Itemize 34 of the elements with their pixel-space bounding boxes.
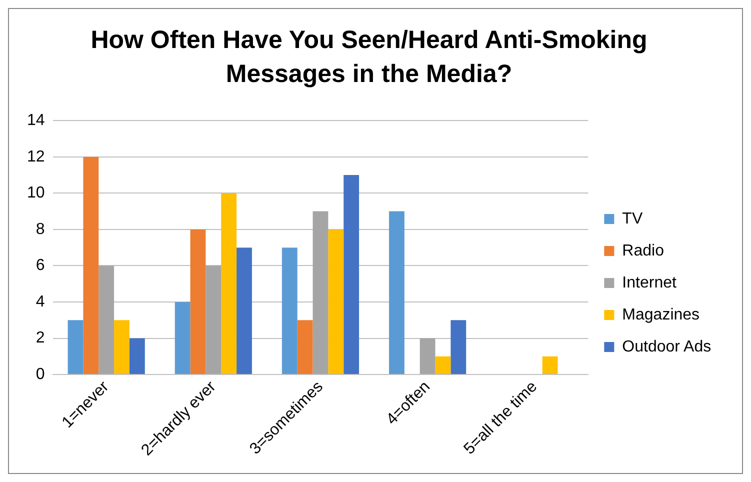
y-tick-label: 4 [36, 293, 45, 310]
legend-label: Magazines [622, 306, 700, 324]
bar [221, 193, 237, 374]
bar [206, 266, 222, 374]
bar [236, 248, 252, 374]
bar [297, 320, 313, 374]
y-tick-label: 2 [36, 330, 45, 347]
y-tick-label: 14 [27, 112, 45, 130]
legend-label: Radio [622, 242, 664, 260]
bar [129, 338, 145, 374]
bar [83, 156, 99, 374]
y-tick-label: 0 [36, 366, 45, 383]
legend-label: TV [622, 210, 643, 228]
bar [190, 229, 206, 374]
bar [174, 302, 190, 374]
y-tick-label: 10 [27, 184, 45, 202]
bar [420, 338, 436, 374]
legend-label: Internet [622, 274, 677, 292]
y-tick-label: 8 [36, 220, 45, 238]
bar [68, 320, 84, 374]
bar [98, 266, 114, 374]
bar [542, 356, 558, 374]
bar [114, 320, 130, 374]
bar [435, 356, 451, 374]
bar [312, 211, 328, 374]
bar [282, 248, 298, 374]
y-tick-label: 12 [27, 148, 45, 166]
legend-label: Outdoor Ads [622, 338, 712, 356]
chart-title: How Often Have You Seen/Heard Anti-Smoking Messages in the Media? [90, 25, 648, 90]
bar [389, 211, 404, 374]
y-tick-label: 6 [36, 257, 45, 274]
bar [450, 320, 466, 374]
bar [344, 175, 360, 374]
bar [328, 229, 344, 374]
